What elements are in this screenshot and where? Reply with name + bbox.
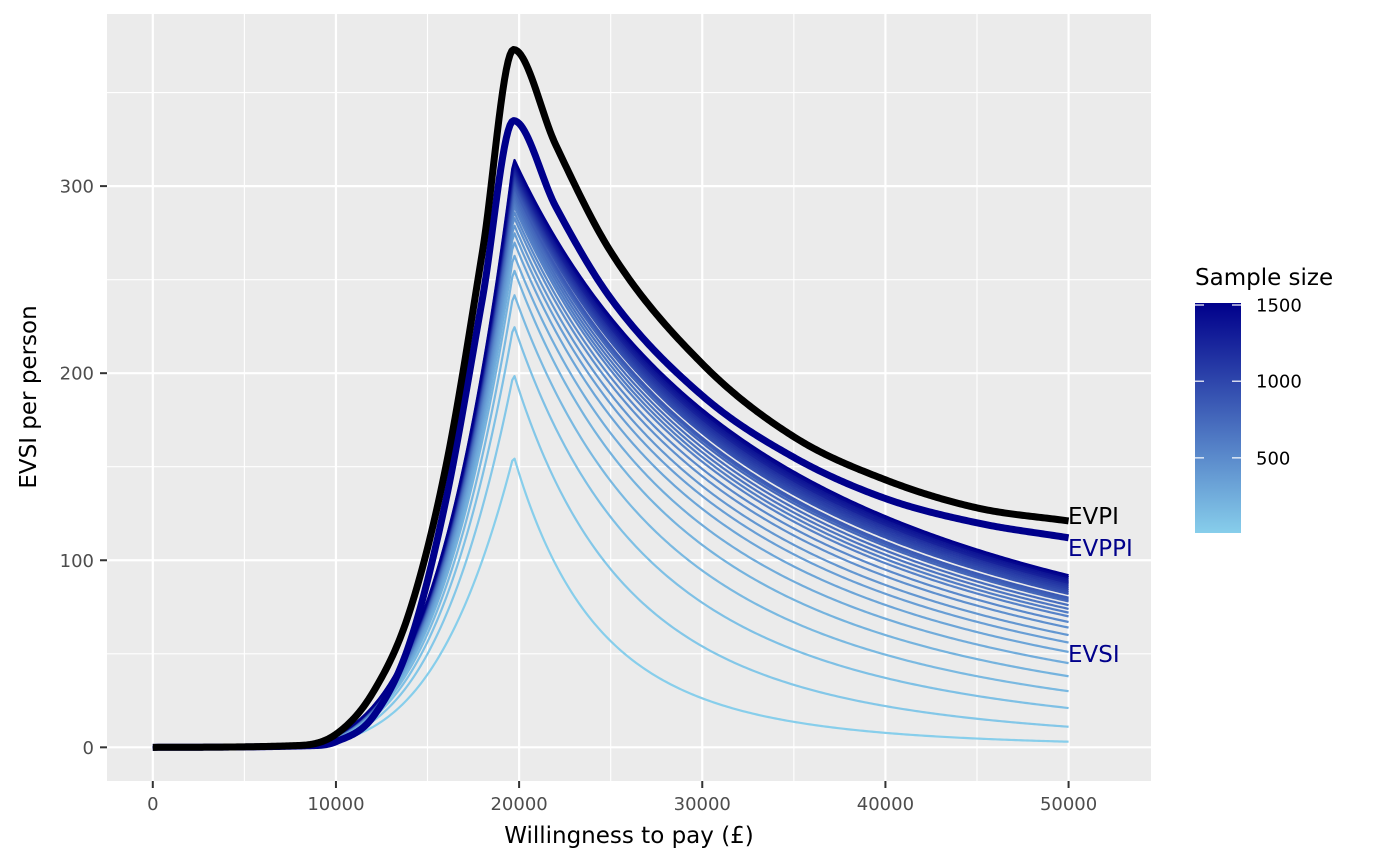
evppi-label: EVPPI <box>1068 536 1133 562</box>
plot-panel <box>107 14 1151 781</box>
y-tick-label: 300 <box>60 177 94 198</box>
x-tick-label: 20000 <box>490 794 547 815</box>
y-tick-label: 0 <box>83 738 94 759</box>
y-axis-title: EVSI per person <box>16 305 42 488</box>
minor-gridlines <box>107 14 1151 781</box>
legend-colorbar <box>1195 303 1241 533</box>
y-tick-label: 100 <box>60 551 94 572</box>
x-tick-label: 50000 <box>1040 794 1097 815</box>
evsi-label: EVSI <box>1068 642 1120 668</box>
legend-tick-label: 1000 <box>1256 372 1302 393</box>
series-lines <box>151 46 1071 751</box>
x-tick-label: 10000 <box>307 794 364 815</box>
x-axis: 0 10000 20000 30000 40000 50000 <box>147 781 1097 815</box>
x-tick-label: 30000 <box>674 794 731 815</box>
x-tick-label: 40000 <box>857 794 914 815</box>
legend-tick-label: 1500 <box>1256 296 1302 317</box>
evpi-line <box>151 46 1071 751</box>
legend: Sample size 500 1000 1500 <box>1195 265 1333 533</box>
y-tick-label: 200 <box>60 364 94 385</box>
x-axis-title: Willingness to pay (£) <box>504 823 754 849</box>
evpi-label: EVPI <box>1068 504 1119 530</box>
y-axis: 0 100 200 300 <box>60 177 107 759</box>
legend-tick-label: 500 <box>1256 448 1290 469</box>
legend-title: Sample size <box>1195 265 1333 291</box>
x-tick-label: 0 <box>147 794 158 815</box>
legend-ticks: 500 1000 1500 <box>1195 296 1302 469</box>
